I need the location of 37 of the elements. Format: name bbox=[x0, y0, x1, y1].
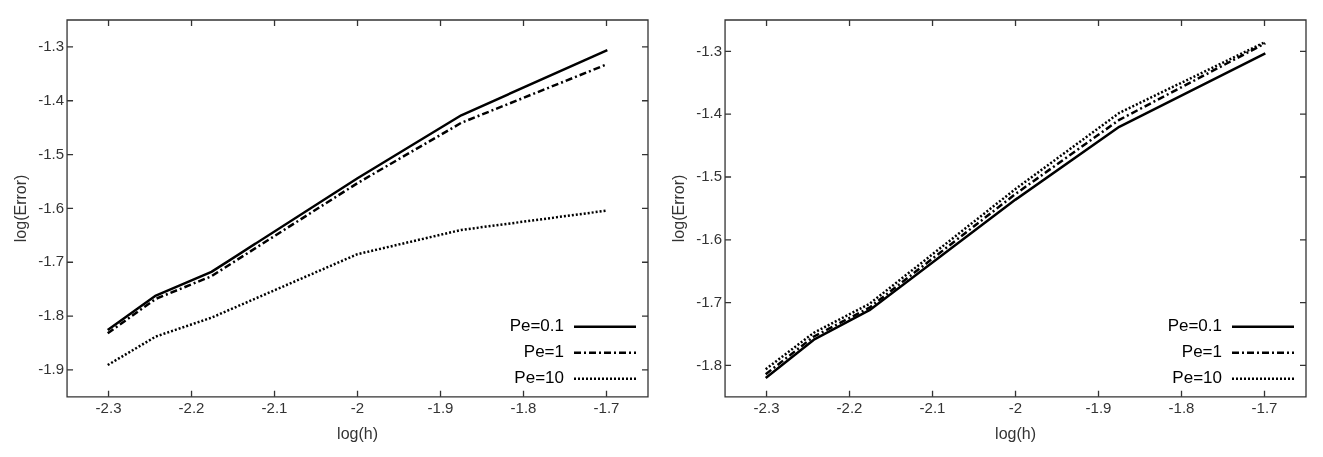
y-tick-label: -1.5 bbox=[696, 167, 723, 185]
y-tick-label: -1.3 bbox=[696, 41, 723, 59]
y-tick-label: -1.7 bbox=[696, 292, 723, 310]
x-tick-label: -2.2 bbox=[836, 398, 863, 416]
x-tick-label: -1.8 bbox=[1168, 398, 1195, 416]
x-tick-label: -2.1 bbox=[919, 398, 946, 416]
x-tick-label: -1.7 bbox=[593, 398, 620, 416]
x-tick-label: -2.3 bbox=[95, 398, 122, 416]
y-tick-label: -1.4 bbox=[38, 90, 65, 108]
y-tick-label: -1.6 bbox=[696, 229, 723, 247]
legend-label: Pe=1 bbox=[1181, 342, 1222, 362]
legend-label: Pe=1 bbox=[523, 342, 564, 362]
y-axis-title: log(Error) bbox=[12, 174, 30, 243]
x-tick-label: -2 bbox=[350, 398, 365, 416]
legend-label: Pe=0.1 bbox=[509, 316, 564, 336]
legend-label: Pe=0.1 bbox=[1167, 316, 1222, 336]
y-tick-label: -1.8 bbox=[696, 355, 723, 373]
y-tick-label: -1.4 bbox=[696, 104, 723, 122]
x-axis-title: log(h) bbox=[337, 424, 378, 442]
y-tick-label: -1.9 bbox=[38, 360, 65, 378]
x-tick-label: -1.9 bbox=[427, 398, 454, 416]
y-tick-label: -1.8 bbox=[38, 306, 65, 324]
legend-label: Pe=10 bbox=[514, 368, 564, 388]
y-tick-label: -1.3 bbox=[38, 37, 65, 55]
y-tick-label: -1.7 bbox=[38, 252, 65, 270]
x-tick-label: -1.7 bbox=[1251, 398, 1278, 416]
legend-label: Pe=10 bbox=[1172, 368, 1222, 388]
x-tick-label: -2 bbox=[1008, 398, 1023, 416]
y-tick-label: -1.5 bbox=[38, 144, 65, 162]
x-tick-label: -2.2 bbox=[178, 398, 205, 416]
x-axis-title: log(h) bbox=[995, 424, 1036, 442]
x-tick-label: -2.1 bbox=[261, 398, 288, 416]
x-tick-label: -2.3 bbox=[753, 398, 780, 416]
x-tick-label: -1.9 bbox=[1085, 398, 1112, 416]
x-tick-label: -1.8 bbox=[510, 398, 537, 416]
y-tick-label: -1.6 bbox=[38, 198, 65, 216]
y-axis-title: log(Error) bbox=[670, 174, 688, 243]
